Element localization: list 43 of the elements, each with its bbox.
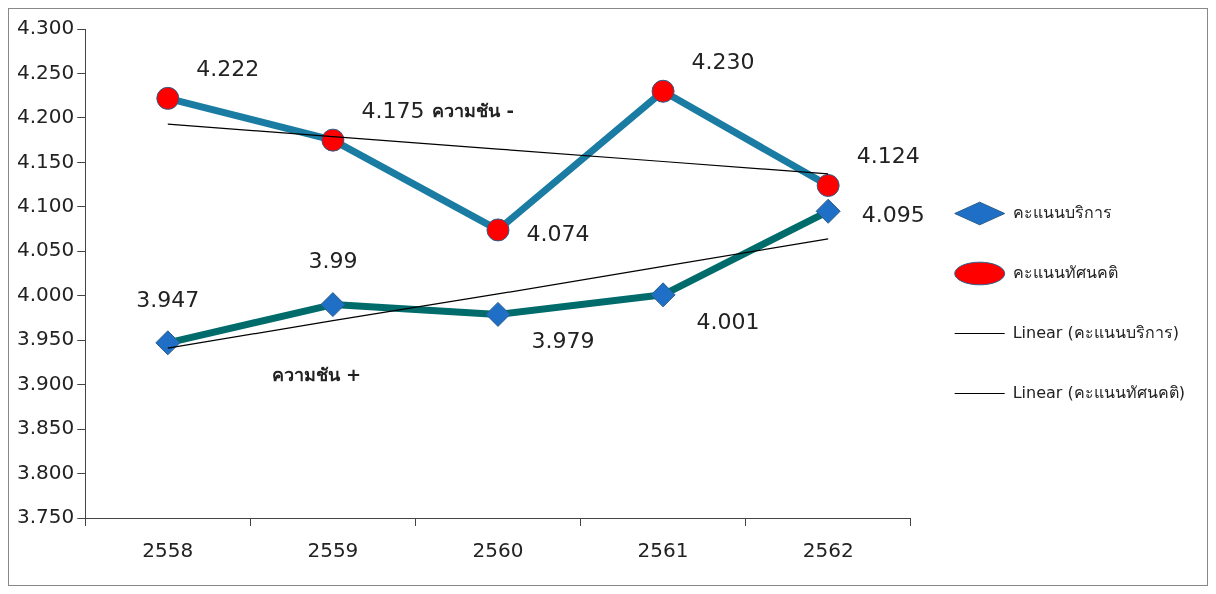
data-label: 4.001 [696, 308, 760, 334]
y-tick-label: 4.050 [16, 237, 75, 262]
point [485, 301, 511, 327]
y-tick-label: 3.950 [16, 326, 75, 351]
x-tick-label: 2562 [802, 538, 854, 563]
x-tick-label: 2560 [472, 538, 524, 563]
point [815, 198, 841, 224]
point [320, 292, 346, 318]
point [156, 86, 180, 110]
point [650, 282, 676, 308]
legend-label: คะแนนทัศนคติ [1012, 262, 1118, 282]
y-tick-label: 4.000 [16, 281, 75, 306]
y-tick-label: 4.300 [16, 15, 75, 40]
point [651, 79, 675, 103]
x-tick-label: 2561 [637, 538, 689, 563]
x-tick-label: 2558 [142, 538, 194, 563]
y-tick-label: 3.800 [16, 459, 75, 484]
y-tick-label: 3.900 [16, 370, 75, 395]
data-label: 4.095 [861, 201, 925, 227]
y-tick-label: 4.250 [16, 59, 75, 84]
point [321, 128, 345, 152]
data-label: 4.222 [196, 56, 260, 82]
data-label: 3.979 [531, 328, 595, 354]
y-tick-label: 4.100 [16, 193, 75, 218]
y-tick-label: 4.200 [16, 104, 75, 129]
legend-label: Linear (คะแนนบริการ) [1012, 322, 1179, 342]
annotation: ความชัน + [271, 363, 362, 385]
x-tick-label: 2559 [307, 538, 359, 563]
point [486, 218, 510, 242]
data-label: 3.947 [136, 286, 200, 312]
point [816, 173, 840, 197]
y-tick-label: 3.750 [16, 504, 75, 529]
data-label: 4.124 [856, 143, 920, 169]
data-label: 4.074 [526, 220, 590, 246]
point [155, 330, 181, 356]
data-label: 3.99 [308, 248, 358, 274]
legend-label: Linear (คะแนนทัศนคติ) [1012, 382, 1185, 402]
y-tick-label: 3.850 [16, 415, 75, 440]
y-tick-label: 4.150 [16, 148, 75, 173]
legend-label: คะแนนบริการ [1012, 202, 1112, 222]
data-label: 4.175 [361, 97, 425, 123]
annotation: ความชัน - [432, 99, 515, 121]
data-label: 4.230 [691, 48, 755, 74]
